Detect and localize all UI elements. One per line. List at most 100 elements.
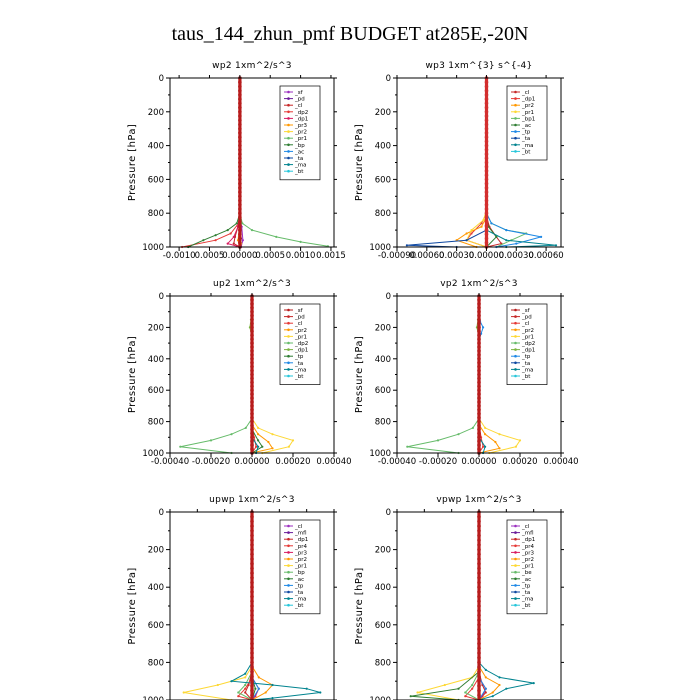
zero-profile-marker	[477, 547, 481, 552]
zero-profile-marker	[484, 232, 489, 237]
zero-profile-marker	[484, 164, 489, 169]
data-point	[498, 683, 501, 687]
data-point	[255, 445, 258, 448]
y-tick-label: 800	[375, 209, 391, 219]
x-tick-label: -0.00090	[378, 251, 416, 261]
y-axis-label: Pressure [hPa]	[354, 124, 365, 201]
data-point	[416, 691, 419, 694]
zero-profile-marker	[238, 148, 242, 152]
legend-marker	[287, 564, 290, 567]
legend-entry: _ac	[521, 577, 531, 583]
legend-entry: _pr2	[294, 557, 307, 563]
data-point	[250, 229, 254, 232]
zero-profile-marker	[477, 357, 481, 361]
legend-marker	[287, 348, 290, 351]
data-point	[182, 691, 185, 694]
legend-entry: _ta	[521, 590, 530, 596]
legend-marker	[287, 368, 290, 371]
zero-profile-marker	[238, 105, 242, 110]
zero-profile-marker	[250, 321, 254, 326]
zero-profile-marker	[250, 309, 254, 314]
data-point	[491, 695, 494, 698]
y-tick-label: 400	[375, 142, 391, 152]
legend-marker	[287, 328, 290, 332]
y-tick-label: 200	[375, 323, 391, 333]
zero-profile-marker	[250, 585, 254, 589]
x-tick-label: 0.00000	[469, 251, 504, 261]
zero-profile-marker	[477, 519, 481, 524]
data-point	[254, 687, 257, 690]
x-tick-label: 0.0015	[316, 251, 346, 261]
data-point	[287, 445, 290, 448]
zero-profile-marker	[238, 169, 242, 173]
zero-profile-marker	[250, 396, 254, 400]
zero-profile-marker	[238, 160, 242, 165]
zero-profile-marker	[484, 101, 489, 106]
series-line-dp2	[407, 296, 480, 454]
zero-profile-marker	[477, 529, 481, 533]
zero-profile-marker	[250, 566, 254, 571]
legend-entry: _pr1	[294, 136, 307, 142]
data-point	[457, 687, 460, 690]
legend-entry: _pd	[294, 97, 305, 103]
zero-profile-marker	[250, 665, 254, 669]
legend-marker	[514, 328, 517, 332]
y-tick-label: 0	[159, 74, 164, 84]
zero-profile-marker	[250, 623, 254, 627]
zero-profile-marker	[477, 400, 481, 404]
zero-profile-marker	[484, 186, 489, 190]
zero-profile-marker	[250, 641, 254, 646]
data-point	[271, 447, 274, 450]
legend-entry: _dp1	[294, 116, 308, 122]
chart-panel-upwp: upwp 1xm^2/s^3 Pressure [hPa] 0 200 400 600 80…	[127, 495, 337, 700]
zero-profile-marker	[484, 84, 489, 89]
data-point	[229, 232, 232, 235]
data-point	[518, 439, 522, 442]
y-tick-label: 0	[386, 292, 391, 302]
legend-marker	[514, 590, 517, 594]
zero-profile-marker	[250, 557, 254, 561]
zero-profile-marker	[477, 557, 481, 561]
zero-profile-marker	[250, 345, 254, 349]
zero-profile-marker	[477, 380, 481, 385]
data-point	[471, 683, 474, 687]
zero-profile-marker	[250, 380, 254, 385]
series-line-pr1	[183, 512, 253, 700]
data-point	[216, 683, 219, 687]
legend-entry: _dp1	[294, 348, 308, 354]
legend: _cl_mfl_dp1_pr4_pr3_pr2_pr1_be_ac_tp_ta_…	[506, 519, 548, 615]
legend-marker	[514, 123, 517, 127]
legend-entry: _ta	[521, 136, 530, 142]
legend-entry: _dp2	[521, 341, 535, 347]
zero-profile-marker	[484, 93, 489, 97]
legend-entry: _be	[521, 570, 532, 576]
legend-marker	[287, 597, 290, 600]
series-line-ta	[406, 78, 487, 248]
legend-entry: _sf	[294, 90, 304, 96]
legend-marker	[514, 544, 517, 548]
data-point	[464, 695, 467, 698]
legend-entry: _cl	[521, 524, 530, 530]
zero-profile-marker	[250, 435, 254, 440]
zero-profile-marker	[250, 655, 254, 660]
chart-panel-vp2: vp2 1xm^2/s^3 Pressure [hPa] 0 200 400 600 800…	[354, 279, 579, 467]
y-tick-label: 1000	[142, 696, 164, 700]
data-point	[319, 691, 322, 694]
legend-marker	[287, 150, 290, 153]
y-tick-label: 200	[148, 108, 164, 118]
panel-title: upwp 1xm^2/s^3	[209, 495, 295, 505]
zero-profile-marker	[250, 538, 254, 542]
zero-profile-marker	[477, 604, 481, 608]
data-point	[471, 687, 474, 690]
legend: _sf_pd_cl_pr2_pr1_dp2_dp1_tp_ta_ma_bt	[506, 303, 548, 385]
zero-profile-marker	[238, 211, 242, 215]
series-line-dp2	[180, 296, 253, 454]
zero-profile-marker	[250, 412, 254, 416]
zero-profile-marker	[238, 241, 242, 245]
legend-entry: _cl	[294, 103, 303, 109]
legend-box	[506, 303, 548, 385]
y-tick-label: 800	[375, 658, 391, 668]
zero-profile-marker	[238, 84, 242, 89]
zero-profile-marker	[477, 561, 481, 566]
